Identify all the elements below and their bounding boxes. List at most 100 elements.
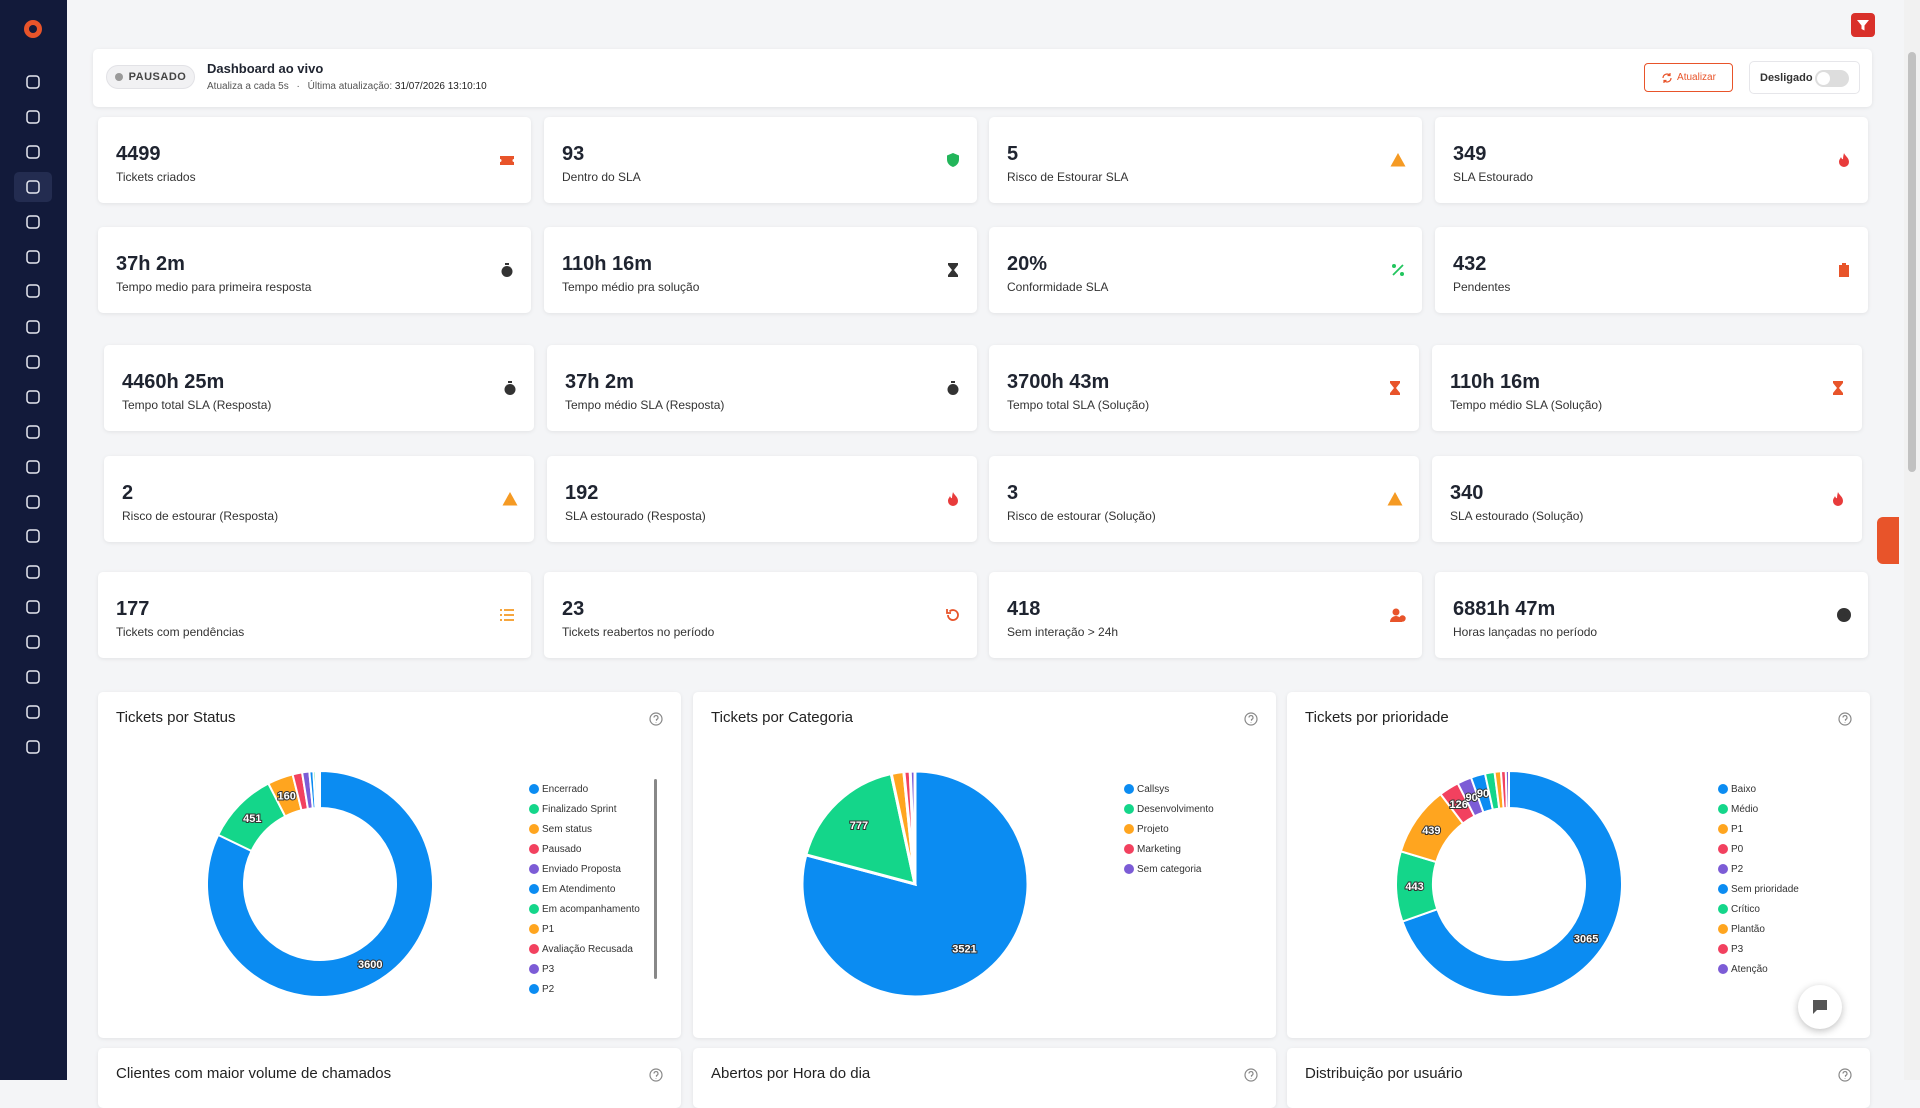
sidebar-icon[interactable] bbox=[27, 496, 39, 508]
legend-item[interactable]: Encerrado bbox=[529, 779, 659, 799]
help-icon[interactable] bbox=[649, 712, 663, 726]
kpi-label: Tempo médio SLA (Resposta) bbox=[565, 398, 724, 412]
sidebar-icon[interactable] bbox=[27, 285, 39, 297]
kpi-icon-shape bbox=[1842, 263, 1846, 266]
help-mark bbox=[654, 1072, 658, 1079]
legend-dot bbox=[1124, 804, 1134, 814]
legend-dot bbox=[529, 824, 539, 834]
legend-item[interactable]: P2 bbox=[529, 979, 659, 999]
legend-item[interactable]: Desenvolvimento bbox=[1124, 799, 1264, 819]
kpi-icon bbox=[945, 607, 961, 623]
legend-item[interactable]: Plantão bbox=[1718, 919, 1858, 939]
refresh-button[interactable]: Atualizar bbox=[1644, 63, 1733, 92]
sidebar-icon[interactable] bbox=[27, 566, 39, 578]
legend-item[interactable]: P1 bbox=[529, 919, 659, 939]
kpi-label: SLA estourado (Solução) bbox=[1450, 509, 1583, 523]
chat-shape bbox=[1813, 1000, 1827, 1014]
kpi-label: Tempo medio para primeira resposta bbox=[116, 280, 311, 294]
sidebar-icon[interactable] bbox=[27, 636, 39, 648]
sidebar-icon[interactable] bbox=[27, 426, 39, 438]
sidebar-icon[interactable] bbox=[27, 216, 39, 228]
legend-item[interactable]: Finalizado Sprint bbox=[529, 799, 659, 819]
sidebar-icon[interactable] bbox=[27, 741, 39, 753]
sidebar-icon[interactable] bbox=[27, 251, 39, 263]
sidebar-icon[interactable] bbox=[27, 671, 39, 683]
legend-item[interactable]: Projeto bbox=[1124, 819, 1264, 839]
legend-item[interactable]: Médio bbox=[1718, 799, 1858, 819]
kpi-icon-shape bbox=[1390, 381, 1400, 395]
legend-dot bbox=[529, 944, 539, 954]
pie-slice[interactable] bbox=[1506, 771, 1509, 808]
kpi-icon bbox=[1836, 152, 1852, 168]
kpi-label: Tickets com pendências bbox=[116, 625, 244, 639]
kpi-icon-shape bbox=[500, 156, 514, 165]
kpi-icon bbox=[945, 380, 961, 396]
legend-item[interactable]: Em acompanhamento bbox=[529, 899, 659, 919]
legend-item[interactable]: Sem categoria bbox=[1124, 859, 1264, 879]
help-circle bbox=[1245, 1069, 1257, 1081]
legend-label: Marketing bbox=[1137, 844, 1181, 855]
toggle-label: Desligado bbox=[1760, 72, 1813, 84]
legend-item[interactable]: Crítico bbox=[1718, 899, 1858, 919]
legend-item[interactable]: Sem prioridade bbox=[1718, 879, 1858, 899]
legend-item[interactable]: P2 bbox=[1718, 859, 1858, 879]
legend-item[interactable]: Callsys bbox=[1124, 779, 1264, 799]
kpi-label: Risco de estourar (Solução) bbox=[1007, 509, 1156, 523]
separator: · bbox=[297, 81, 300, 92]
sidebar-icon[interactable] bbox=[27, 530, 39, 542]
legend-label: Callsys bbox=[1137, 784, 1169, 795]
legend-scrollbar[interactable] bbox=[654, 779, 657, 979]
kpi-value: 37h 2m bbox=[116, 253, 185, 276]
chart-legend: Callsys Desenvolvimento Projeto Marketing Se… bbox=[1124, 779, 1264, 1009]
sidebar-icon[interactable] bbox=[27, 601, 39, 613]
help-icon[interactable] bbox=[1838, 712, 1852, 726]
last-update: 31/07/2026 13:10:10 bbox=[395, 81, 487, 92]
kpi-label: Tickets criados bbox=[116, 170, 196, 184]
kpi-value: 20% bbox=[1007, 253, 1047, 276]
refresh-text: Atualiza a cada 5s bbox=[207, 81, 289, 92]
legend-label: Desenvolvimento bbox=[1137, 804, 1214, 815]
slice-label: 3521 bbox=[952, 944, 976, 956]
filter-button[interactable] bbox=[1851, 13, 1875, 37]
sidebar-icon[interactable] bbox=[27, 461, 39, 473]
legend-item[interactable]: Em Atendimento bbox=[529, 879, 659, 899]
legend-label: P3 bbox=[542, 964, 554, 975]
legend-item[interactable]: P0 bbox=[1718, 839, 1858, 859]
legend-item[interactable]: Marketing bbox=[1124, 839, 1264, 859]
kpi-icon-shape bbox=[1399, 615, 1405, 621]
sidebar-icon[interactable] bbox=[27, 391, 39, 403]
legend-item[interactable]: Avaliação Recusada bbox=[529, 939, 659, 959]
kpi-value: 4460h 25m bbox=[122, 371, 224, 394]
legend-item[interactable]: P3 bbox=[1718, 939, 1858, 959]
last-update-label: Última atualização: bbox=[308, 81, 392, 92]
kpi-icon-shape bbox=[948, 492, 958, 506]
sidebar-icon[interactable] bbox=[27, 146, 39, 158]
sidebar-icon[interactable] bbox=[27, 76, 39, 88]
legend-item[interactable]: Atenção bbox=[1718, 959, 1858, 979]
legend-item[interactable]: Pausado bbox=[529, 839, 659, 859]
legend-item[interactable]: P1 bbox=[1718, 819, 1858, 839]
header-card: PAUSADO Dashboard ao vivo Atualiza a cad… bbox=[93, 49, 1872, 107]
sidebar-icon[interactable] bbox=[27, 706, 39, 718]
chat-button[interactable] bbox=[1798, 985, 1842, 1029]
help-icon[interactable] bbox=[1244, 712, 1258, 726]
legend-dot bbox=[1124, 844, 1134, 854]
sidebar-icon[interactable] bbox=[27, 111, 39, 123]
legend-item[interactable]: P3 bbox=[529, 959, 659, 979]
sidebar-icon[interactable] bbox=[27, 356, 39, 368]
side-tab[interactable] bbox=[1877, 517, 1899, 564]
sidebar-icon[interactable] bbox=[27, 321, 39, 333]
live-toggle[interactable]: Desligado bbox=[1749, 61, 1860, 94]
legend-item[interactable]: Sem status bbox=[529, 819, 659, 839]
scroll-thumb[interactable] bbox=[1908, 52, 1916, 472]
toggle-knob bbox=[1817, 72, 1830, 85]
legend-item[interactable]: Baixo bbox=[1718, 779, 1858, 799]
legend-item[interactable]: Enviado Proposta bbox=[529, 859, 659, 879]
